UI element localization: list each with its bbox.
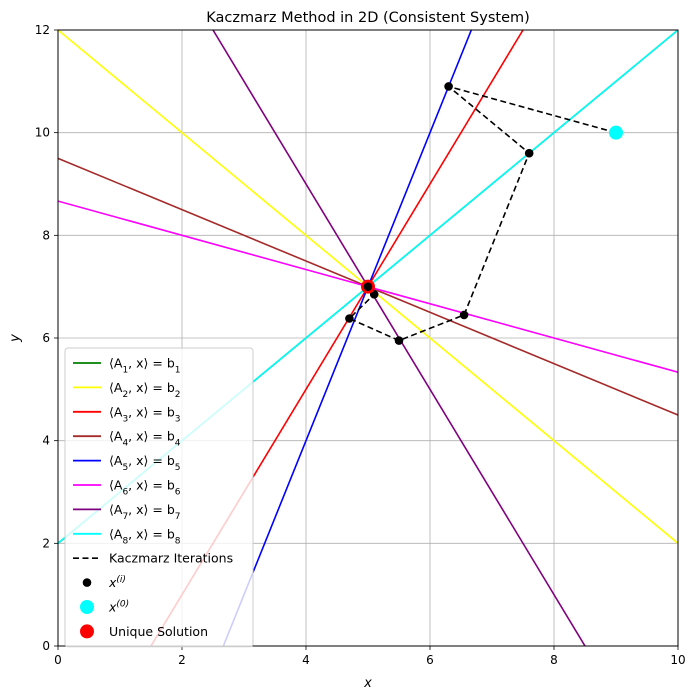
legend: ⟨A1, x⟩ = b1 ⟨A2, x⟩ = b2 ⟨A3, x⟩ = b3 ⟨A4,…	[64, 347, 254, 648]
x-tick-label: 0	[54, 653, 62, 667]
y-tick-label: 4	[42, 434, 50, 448]
x-tick-label: 10	[670, 653, 685, 667]
plot-frame	[57, 29, 679, 647]
legend-handle-solution	[80, 624, 94, 639]
initial-point-marker	[609, 125, 623, 140]
x-tick-label: 6	[426, 653, 434, 667]
iterate-point	[394, 336, 404, 345]
constraint-line-5	[222, 30, 473, 646]
x-tick-label: 2	[178, 653, 186, 667]
legend-label-constraint-8: ⟨A8, x⟩ = b8	[109, 526, 181, 546]
legend-label-constraint-4: ⟨A4, x⟩ = b4	[109, 429, 181, 449]
y-tick-label: 10	[35, 126, 50, 140]
iterate-point	[459, 310, 469, 320]
legend-label-constraint-6: ⟨A6, x⟩ = b6	[109, 478, 181, 498]
axes: 0 2 4 6 8 10 0 2 4 6 8 10 12	[35, 23, 686, 667]
iteration-path-line	[347, 85, 617, 342]
x-axis-label: x	[363, 676, 372, 691]
y-tick-label: 12	[35, 23, 50, 37]
iterate-point	[524, 148, 534, 158]
iterate-point	[345, 314, 354, 323]
y-axis-label: y	[8, 334, 23, 343]
legend-handle-iterates	[82, 578, 92, 587]
legend-label-iterations: Kaczmarz Iterations	[109, 551, 233, 566]
legend-handle-initial-point	[80, 600, 94, 614]
legend-label-constraint-2: ⟨A2, x⟩ = b2	[109, 380, 180, 400]
legend-label-constraint-1: ⟨A1, x⟩ = b1	[109, 356, 180, 376]
solution-final-iterate	[363, 282, 373, 291]
y-tick-label: 2	[42, 536, 50, 550]
legend-label-constraint-3: ⟨A3, x⟩ = b3	[109, 404, 180, 424]
y-tick-label: 6	[42, 331, 50, 345]
legend-label-solution: Unique Solution	[109, 624, 208, 639]
legend-label-constraint-5: ⟨A5, x⟩ = b5	[109, 453, 180, 473]
y-tick-label: 0	[42, 639, 50, 653]
iteration-path	[345, 82, 623, 345]
y-tick-label: 8	[42, 228, 50, 242]
legend-box	[64, 347, 254, 648]
iterate-point	[444, 82, 453, 91]
legend-label-constraint-7: ⟨A7, x⟩ = b7	[109, 502, 180, 522]
chart-title: Kaczmarz Method in 2D (Consistent System…	[206, 10, 530, 26]
x-tick-label: 8	[550, 653, 558, 667]
x-tick-label: 4	[302, 653, 310, 667]
